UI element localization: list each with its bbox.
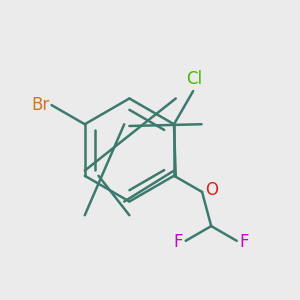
Text: O: O [206, 182, 219, 200]
Text: F: F [174, 233, 183, 251]
Text: F: F [239, 233, 249, 251]
Text: Br: Br [31, 96, 49, 114]
Text: Cl: Cl [187, 70, 203, 88]
